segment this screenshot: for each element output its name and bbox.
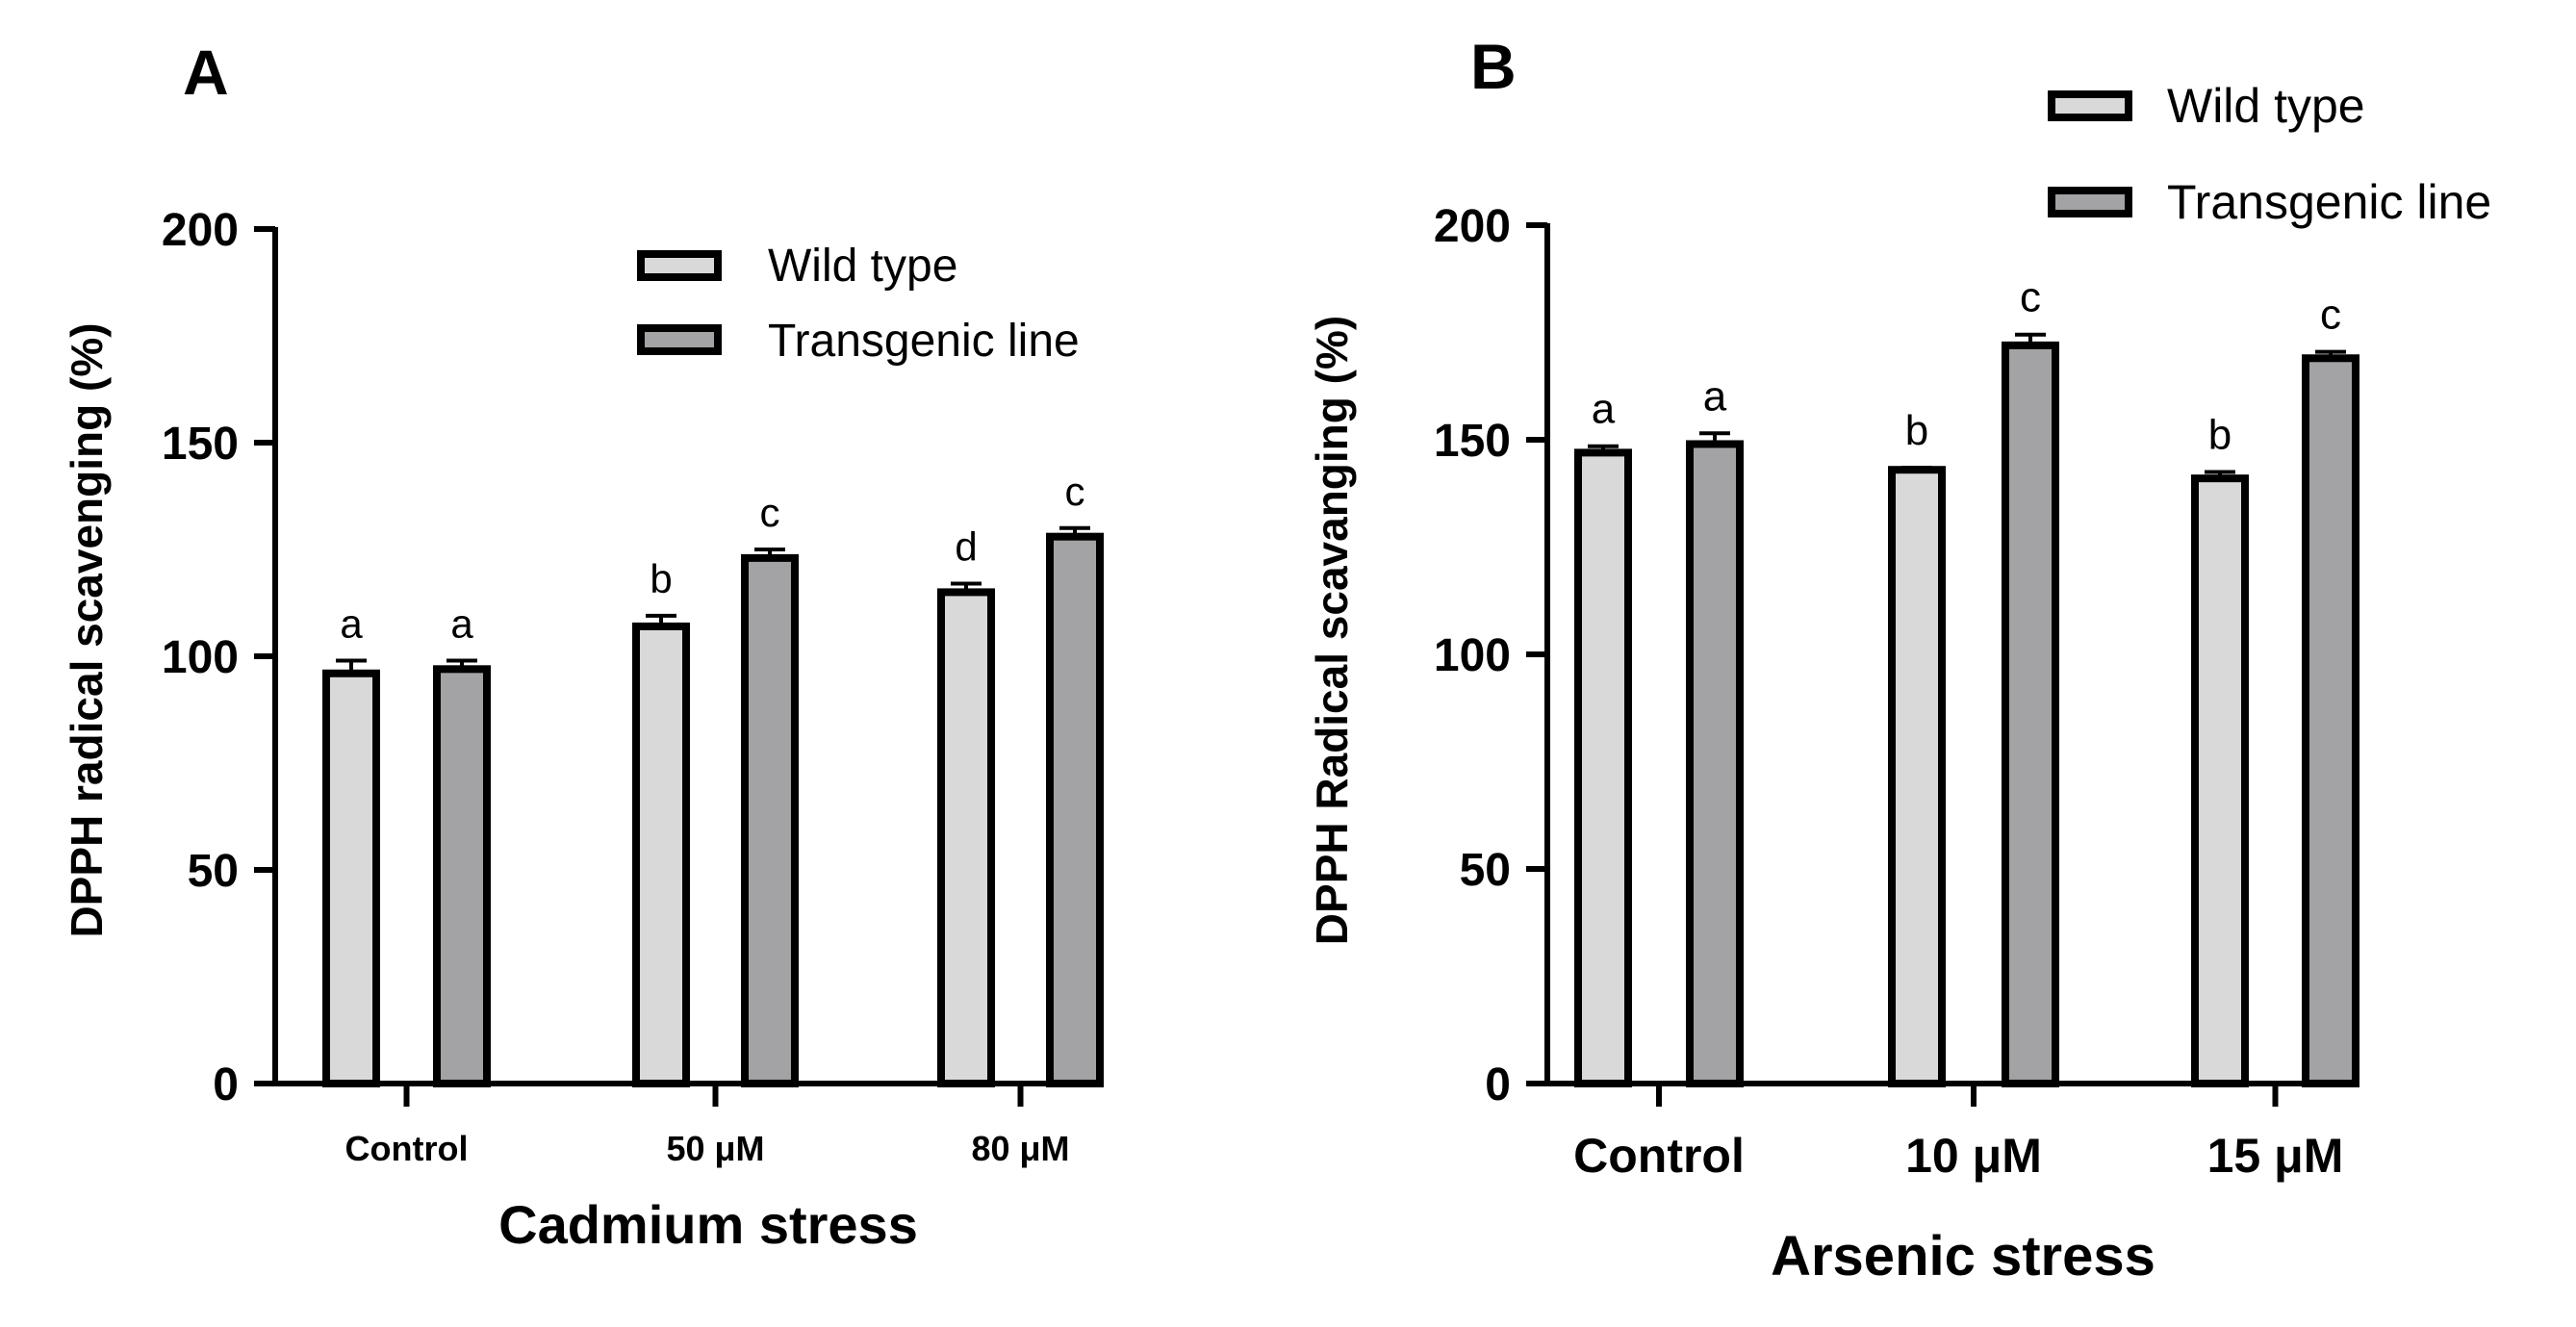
panel-a-letter: A (183, 37, 229, 108)
panel-a-significance-letter: a (450, 600, 473, 646)
panel-a-x-tick-label: 50 μM (666, 1129, 764, 1168)
panel-b-y-tick-label: 200 (1434, 201, 1511, 252)
panel-b-legend-swatch-wild-type (2048, 90, 2132, 121)
panel-a-significance-letter: c (1065, 469, 1085, 514)
panel-b-significance-letter: b (2208, 411, 2232, 458)
panel-a-x-tick-label: Control (345, 1129, 469, 1168)
panel-b-bar-transgenic (2302, 354, 2359, 1087)
panel-a-x-tick-label: 80 μM (971, 1129, 1069, 1168)
panel-a-significance-letter: d (955, 524, 977, 570)
panel-b-bar-wild-type (1888, 466, 1946, 1088)
panel-a-legend-swatch-transgenic (637, 324, 722, 355)
panel-b-y-tick-label: 150 (1434, 416, 1511, 467)
panel-b-significance-letter: b (1905, 407, 1928, 454)
panel-b-bar-wild-type (1574, 448, 1632, 1087)
panel-b-x-axis-title: Arsenic stress (1771, 1225, 2155, 1288)
panel-b-legend: Wild type Transgenic line (2048, 79, 2491, 229)
panel-a-y-tick-label: 0 (213, 1059, 239, 1110)
panel-b-legend-label-transgenic: Transgenic line (2167, 175, 2491, 229)
panel-b-y-tick-label: 50 (1460, 845, 1511, 896)
panel-b-letter: B (1470, 31, 1517, 102)
panel-a-y-tick-label: 50 (188, 846, 239, 897)
panel-a-significance-letter: a (340, 600, 363, 646)
panel-a-legend-swatch-wild-type (637, 250, 722, 281)
panel-a-bar-wild-type (632, 622, 690, 1087)
panel-a-y-tick-label: 200 (162, 205, 239, 256)
panel-a-bar-transgenic (741, 553, 799, 1087)
panel-a-bar-wild-type (937, 588, 995, 1088)
panel-b-y-tick-label: 100 (1434, 630, 1511, 681)
panel-a-legend-label-wild-type: Wild type (768, 241, 957, 292)
panel-b-significance-letter: a (1592, 386, 1616, 433)
panel-a-significance-letter: b (650, 556, 672, 601)
panel-b-x-tick-labels: Control 10 μM 15 μM (1573, 1129, 2343, 1183)
panel-b-bar-transgenic (1686, 440, 1744, 1087)
panel-b-significance-letter: c (2020, 274, 2041, 321)
panel-a-significance-letter: c (760, 490, 780, 535)
panel-a-bar-transgenic (1046, 532, 1104, 1087)
panel-b-significance-letter: a (1703, 372, 1727, 420)
panel-a-y-tick-label: 100 (162, 632, 239, 683)
panel-a-y-tick-label: 150 (162, 419, 239, 470)
panel-a-x-axis-title: Cadmium stress (498, 1194, 918, 1255)
panel-a-legend: Wild type Transgenic line (637, 241, 1080, 367)
panel-a-y-axis-title: DPPH radical scavenging (%) (62, 322, 112, 937)
panel-a-bars: a a b c d c (322, 469, 1104, 1088)
panel-b-bar-transgenic (2002, 341, 2059, 1087)
panel-b-x-tick-label: 10 μM (1905, 1129, 2042, 1183)
panel-b-significance-letter: c (2320, 292, 2341, 339)
panel-b-bar-wild-type (2191, 474, 2249, 1087)
panel-b-x-tick-label: 15 μM (2207, 1129, 2344, 1183)
panel-a-bar-transgenic (433, 665, 491, 1087)
panel-b-x-tick-label: Control (1573, 1129, 1745, 1183)
panel-b-legend-label-wild-type: Wild type (2167, 79, 2365, 133)
panel-a-legend-label-transgenic: Transgenic line (768, 316, 1080, 367)
panel-b-y-tick-label: 0 (1485, 1059, 1511, 1110)
panel-b-y-tick-labels: 0 50 100 150 200 (1434, 201, 1511, 1110)
panel-b-legend-swatch-transgenic (2048, 187, 2132, 217)
panel-a-bar-wild-type (322, 669, 380, 1087)
panel-a-x-tick-labels: Control 50 μM 80 μM (345, 1129, 1070, 1168)
panel-a-y-tick-labels: 0 50 100 150 200 (162, 205, 239, 1110)
panel-b-bars: a a b c b c (1574, 274, 2359, 1088)
panel-b-y-axis-title: DPPH Radical scavanging (%) (1307, 316, 1357, 945)
